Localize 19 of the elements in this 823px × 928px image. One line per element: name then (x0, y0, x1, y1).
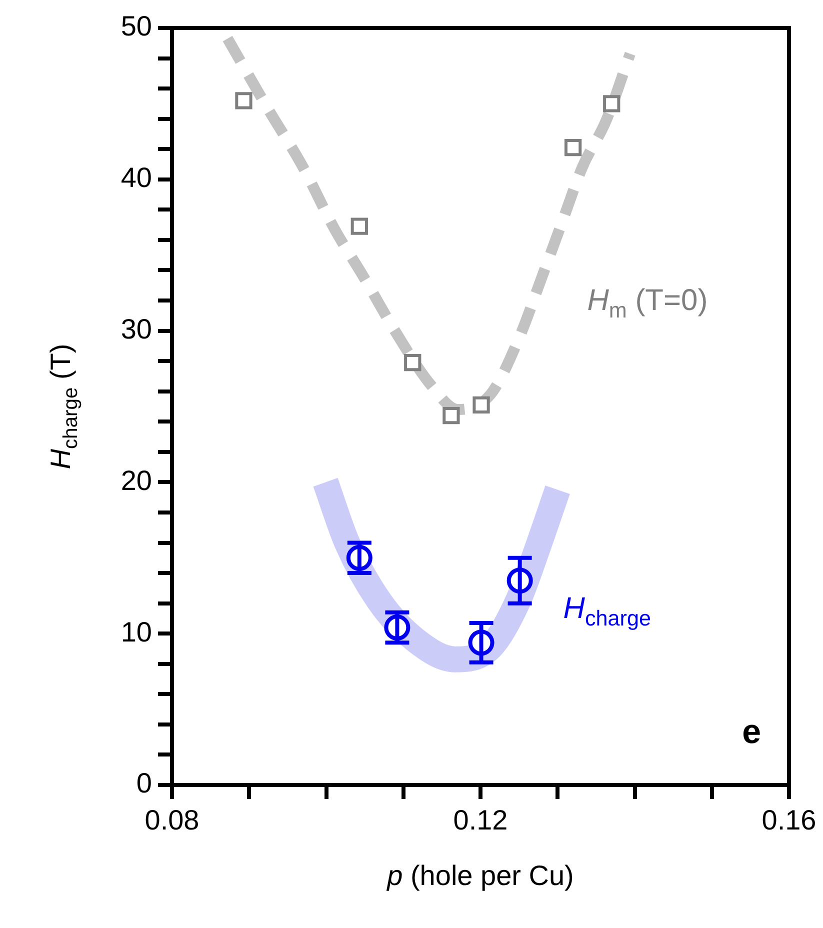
x-tick-label: 0.08 (144, 804, 200, 836)
y-tick-label: 20 (120, 464, 152, 496)
point (442, 407, 460, 424)
y-tick-label: 40 (120, 162, 152, 194)
point (472, 396, 490, 414)
point (564, 139, 582, 156)
x-tick-label: 0.12 (453, 804, 508, 836)
y-tick-label: 0 (136, 768, 152, 799)
annotation: e (742, 713, 761, 751)
y-tick-label: 30 (120, 314, 152, 345)
point (235, 92, 252, 110)
y-tick-label: 10 (120, 616, 152, 648)
point (350, 218, 368, 235)
y-tick-label: 50 (120, 10, 152, 42)
y-axis-title: Hcharge (T) (45, 344, 82, 470)
point (404, 354, 422, 372)
x-tick-label: 0.16 (762, 804, 816, 836)
x-axis-title: p (hole per Cu) (386, 860, 574, 891)
point (603, 95, 620, 112)
